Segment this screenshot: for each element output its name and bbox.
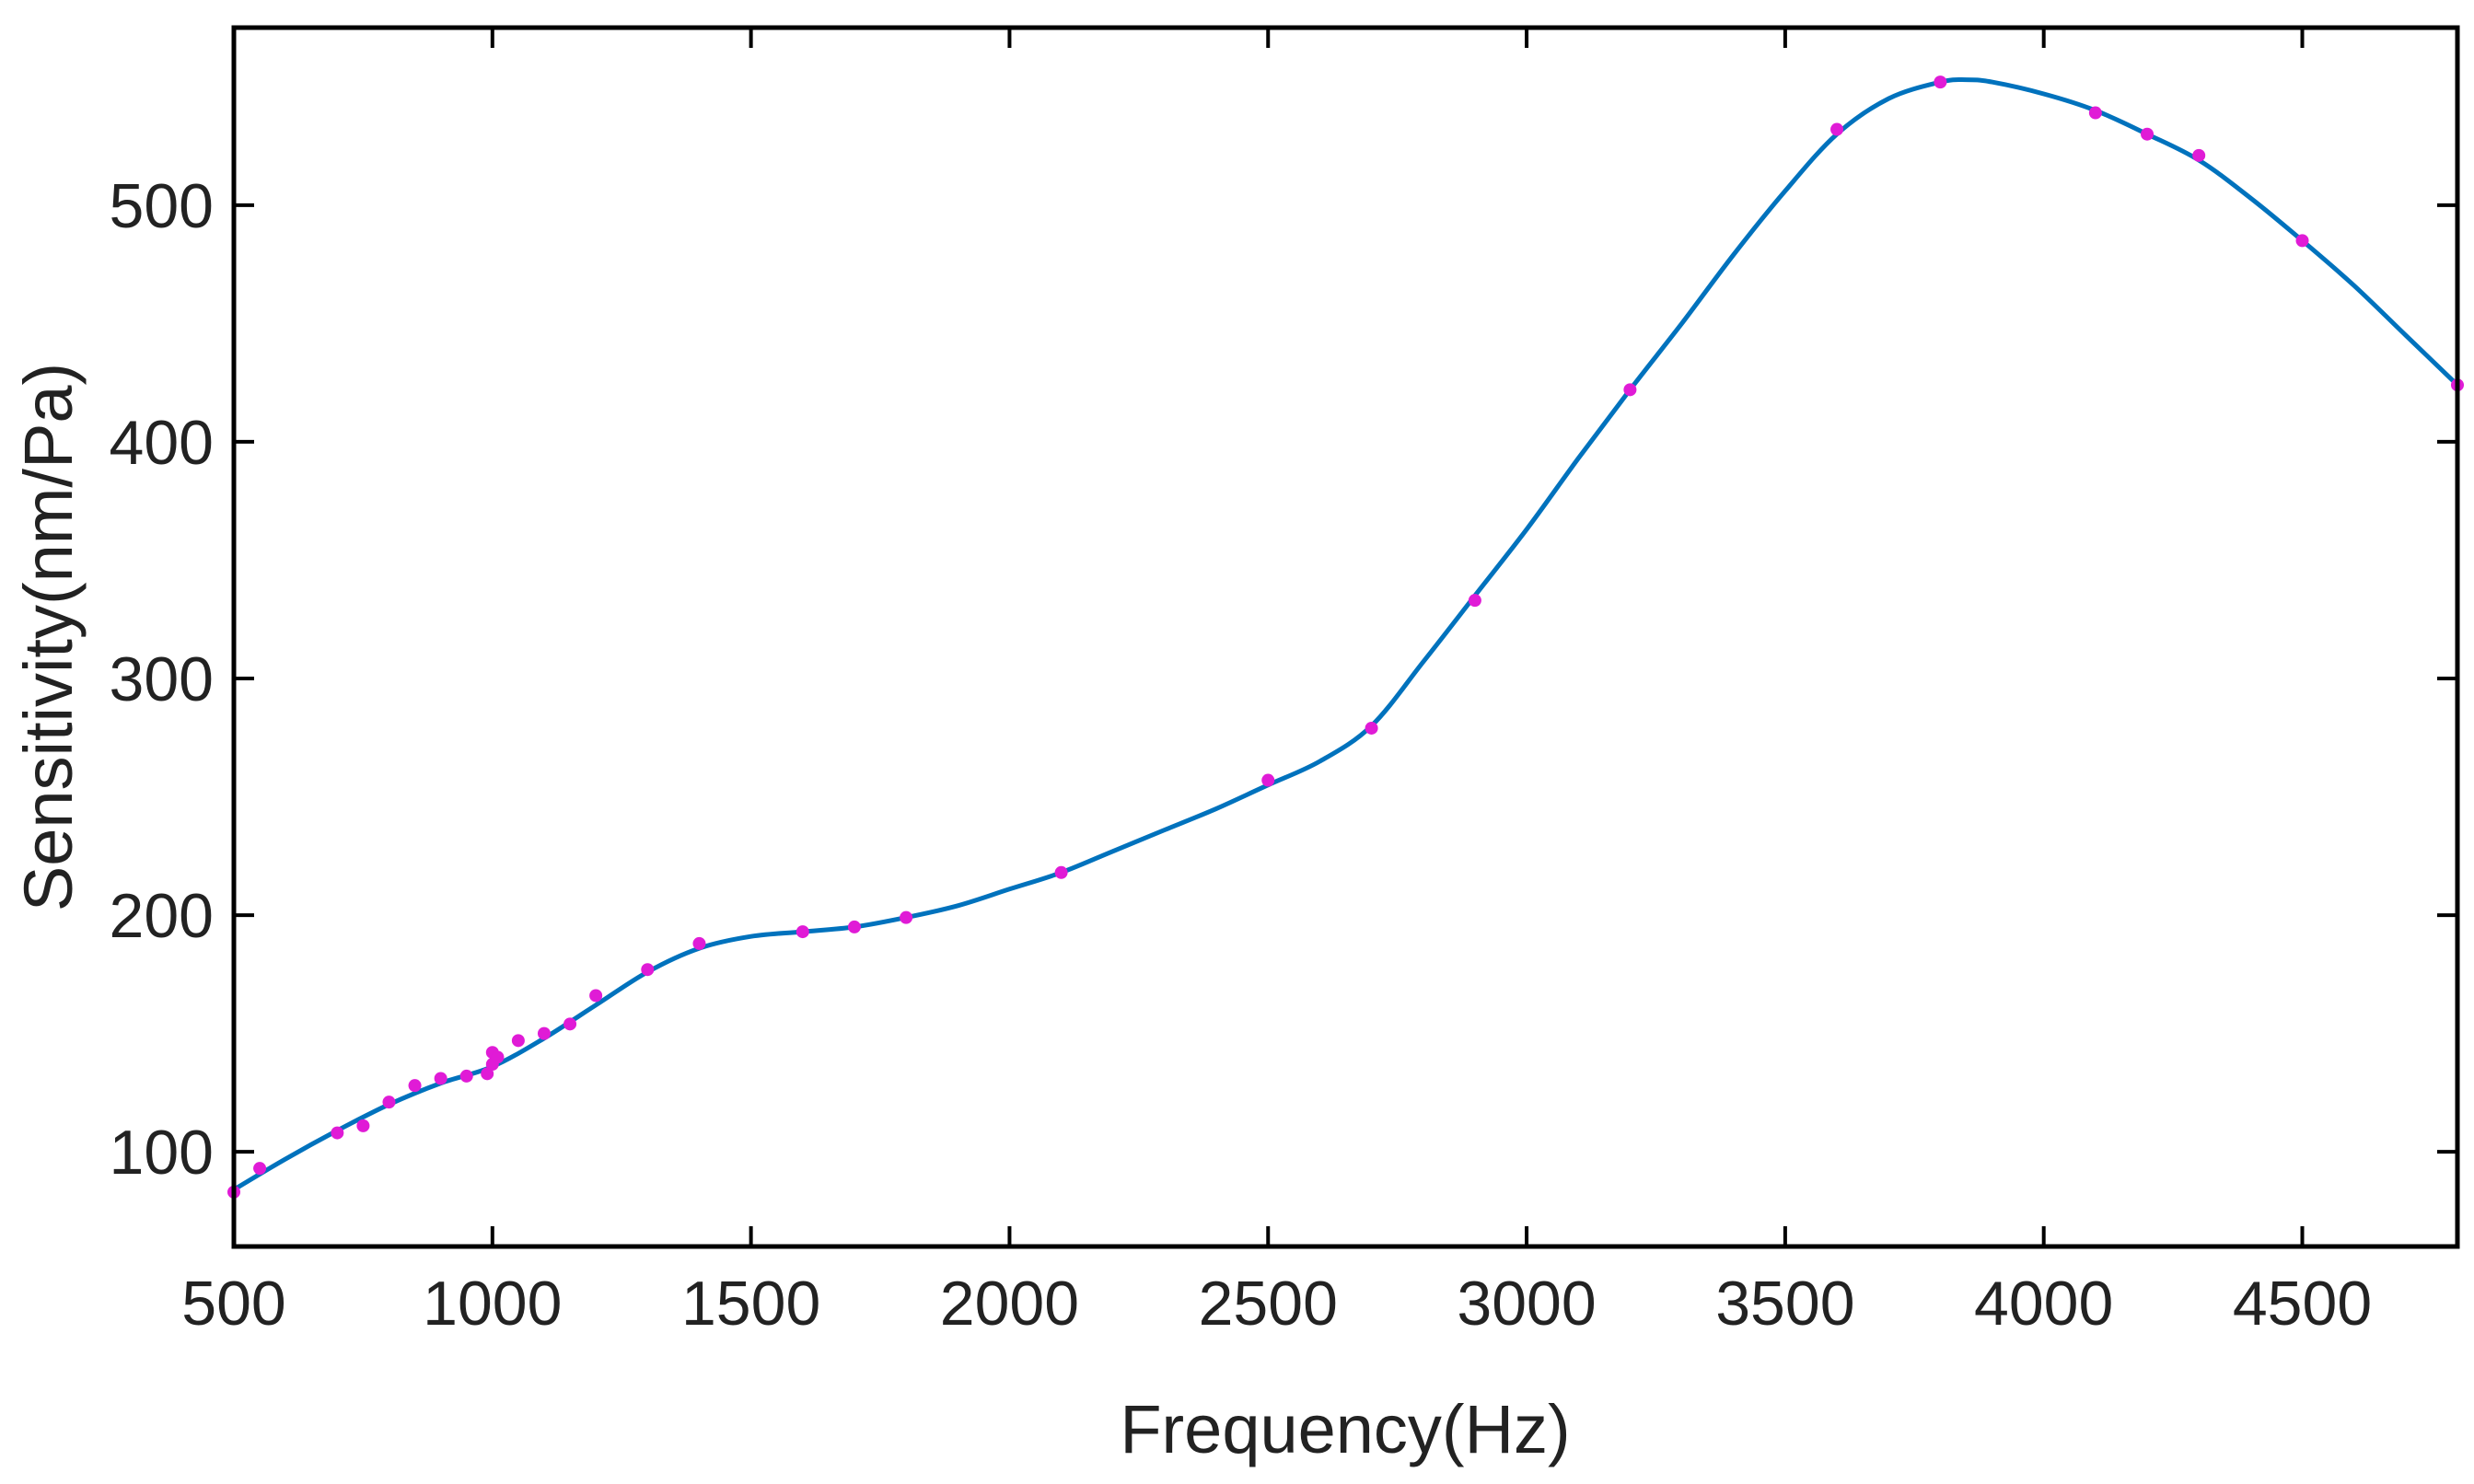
data-point <box>2088 106 2102 120</box>
data-point <box>253 1162 267 1176</box>
data-point <box>331 1126 344 1140</box>
data-point <box>459 1069 473 1083</box>
axes-frame <box>231 25 2460 1249</box>
x-tick-label: 2000 <box>940 1269 1079 1339</box>
data-point <box>563 1017 577 1031</box>
data-point <box>382 1096 396 1109</box>
plot-area <box>234 28 2457 1246</box>
x-axis-label: Frequency(Hz) <box>1120 1391 1570 1467</box>
data-point <box>641 963 655 977</box>
data-point <box>434 1072 447 1085</box>
data-point <box>1934 75 1947 89</box>
x-tick-label: 1000 <box>423 1269 562 1339</box>
data-point <box>408 1079 422 1093</box>
data-point <box>1054 865 1068 879</box>
data-point <box>1830 122 1844 136</box>
fit-line-layer <box>231 76 2460 1192</box>
x-tick-label: 500 <box>181 1269 285 1339</box>
data-point <box>589 989 603 1003</box>
data-point <box>491 1050 505 1064</box>
data-point <box>537 1026 551 1040</box>
x-tick-label: 1500 <box>681 1269 820 1339</box>
data-point <box>692 936 706 950</box>
data-point <box>511 1034 525 1048</box>
data-point <box>481 1067 494 1081</box>
x-tick-label: 4500 <box>2233 1269 2372 1339</box>
data-point <box>2295 234 2309 248</box>
axis-ticks <box>232 28 2457 1246</box>
x-tick-label: 2500 <box>1199 1269 1338 1339</box>
y-tick-label: 100 <box>110 1118 214 1188</box>
y-tick-label: 400 <box>110 408 214 478</box>
data-point <box>847 920 861 933</box>
x-tick-label: 3500 <box>1715 1269 1854 1339</box>
x-tick-label: 4000 <box>1974 1269 2113 1339</box>
data-point <box>900 910 913 924</box>
data-point <box>1468 594 1481 608</box>
data-point <box>1261 773 1275 787</box>
y-axis-label: Sensitivity(nm/Pa) <box>10 363 87 911</box>
tick-labels: 500 1000 1500 2000 2500 3000 3500 4000 4500 100 20… <box>110 171 2373 1339</box>
y-tick-label: 500 <box>110 171 214 241</box>
fit-line <box>231 76 2460 1192</box>
y-tick-label: 200 <box>110 881 214 951</box>
data-point <box>2141 127 2155 141</box>
data-points-layer <box>227 75 2464 1199</box>
y-tick-label: 300 <box>110 644 214 714</box>
data-point <box>356 1119 370 1132</box>
data-point <box>2192 148 2206 162</box>
data-point <box>796 925 809 939</box>
data-point <box>1365 721 1378 735</box>
data-point <box>1623 383 1637 397</box>
x-tick-label: 3000 <box>1457 1269 1596 1339</box>
